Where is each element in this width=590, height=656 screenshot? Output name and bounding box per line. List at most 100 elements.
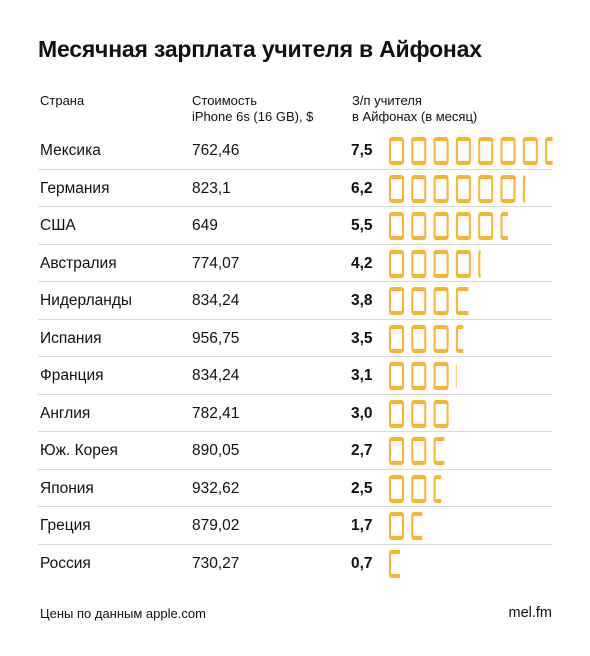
ratio-value: 1,7	[351, 517, 373, 534]
phone-pictogram-svg	[389, 549, 400, 578]
country-label: Греция	[40, 517, 91, 534]
table-row: Нидерланды 834,24 3,8	[38, 282, 552, 320]
phone-pictogram-bar	[388, 549, 558, 579]
phone-icon	[433, 249, 449, 278]
table-row: Англия 782,41 3,0	[38, 395, 552, 432]
ratio-value: 3,5	[351, 329, 373, 347]
table-row: Греция 879,02 1,7	[38, 507, 552, 545]
country-label: Франция	[40, 367, 104, 384]
phone-icon	[433, 399, 449, 428]
phone-icon	[411, 474, 427, 503]
ratio-value: 3,0	[351, 404, 373, 422]
phone-pictogram-bar	[388, 174, 558, 204]
ratio-value: 3,1	[351, 367, 373, 384]
phone-icon	[478, 174, 494, 203]
table-row: США 649 5,5	[38, 207, 552, 245]
cost-value: 834,24	[192, 292, 240, 309]
phone-icon	[500, 137, 516, 165]
data-table: Мексика 762,46 7,5 Германия 823,1 6,2 США 649 5,…	[38, 132, 553, 582]
phone-pictogram-svg	[389, 324, 464, 353]
phone-icon	[478, 212, 494, 240]
phone-pictogram-bar	[388, 399, 558, 429]
phone-icon	[433, 212, 449, 240]
phone-icon	[389, 362, 404, 390]
ratio-value: 6,2	[351, 179, 373, 197]
phone-icon	[433, 474, 442, 503]
ratio-value: 2,5	[351, 479, 373, 497]
table-row: Мексика 762,46 7,5	[38, 132, 553, 170]
phone-icon	[433, 287, 449, 315]
phone-pictogram-svg	[389, 437, 445, 465]
country-label: Юж. Корея	[40, 442, 118, 459]
column-header-ratio-line2: в Айфонах (в месяц)	[352, 109, 478, 124]
phone-pictogram-bar	[388, 286, 558, 316]
phone-icon	[411, 324, 427, 353]
phone-pictogram-svg	[389, 249, 481, 278]
column-header-ratio-line1: З/п учителя	[352, 93, 422, 108]
phone-pictogram-svg	[389, 512, 423, 540]
ratio-value: 4,2	[351, 254, 373, 272]
phone-icon	[411, 249, 427, 278]
ratio-value: 3,8	[351, 292, 373, 309]
phone-icon	[455, 363, 457, 389]
phone-icon	[389, 549, 400, 578]
phone-pictogram-svg	[389, 399, 449, 428]
phone-pictogram-bar	[388, 136, 558, 166]
brand-label: mel.fm	[508, 605, 553, 621]
phone-icon	[500, 174, 516, 203]
phone-pictogram-svg	[389, 287, 469, 315]
table-row: Юж. Корея 890,05 2,7	[38, 432, 552, 470]
phone-icon	[411, 512, 423, 540]
phone-icon	[389, 249, 404, 278]
phone-pictogram-bar	[388, 324, 558, 354]
phone-icon	[455, 324, 464, 353]
phone-icon	[455, 137, 471, 165]
ratio-value: 5,5	[351, 217, 373, 234]
cost-value: 730,27	[192, 554, 240, 572]
phone-pictogram-svg	[389, 174, 526, 203]
phone-pictogram-svg	[389, 362, 457, 390]
ratio-value: 2,7	[351, 442, 373, 459]
column-header-cost-line1: Стоимость	[192, 93, 258, 108]
phone-icon	[389, 437, 404, 465]
phone-icon	[411, 137, 427, 165]
phone-icon	[411, 437, 427, 465]
phone-icon	[522, 174, 526, 203]
country-label: Нидерланды	[40, 292, 133, 309]
phone-icon	[389, 287, 404, 315]
phone-icon	[411, 212, 427, 240]
phone-icon	[522, 137, 538, 165]
cost-value: 932,62	[192, 479, 240, 497]
cost-value: 890,05	[192, 442, 240, 459]
table-row: Испания 956,75 3,5	[38, 320, 552, 357]
country-label: Германия	[40, 179, 110, 197]
phone-icon	[411, 287, 427, 315]
phone-pictogram-svg	[389, 137, 553, 165]
phone-icon	[389, 212, 404, 240]
phone-icon	[433, 174, 449, 203]
phone-icon	[478, 137, 494, 165]
phone-pictogram-bar	[388, 211, 558, 241]
source-note: Цены по данным apple.com	[40, 606, 206, 621]
country-label: Япония	[40, 479, 94, 497]
cost-value: 649	[192, 217, 218, 234]
ratio-value: 0,7	[351, 554, 373, 572]
country-label: Мексика	[40, 142, 101, 159]
country-label: Англия	[40, 404, 91, 422]
phone-icon	[478, 249, 481, 278]
phone-icon	[411, 174, 427, 203]
cost-value: 782,41	[192, 404, 240, 422]
country-label: Россия	[40, 554, 91, 572]
phone-icon	[455, 174, 471, 203]
country-label: США	[40, 217, 76, 234]
table-row: Япония 932,62 2,5	[38, 470, 552, 507]
phone-icon	[389, 399, 404, 428]
cost-value: 762,46	[192, 142, 240, 159]
phone-pictogram-bar	[388, 436, 558, 466]
phone-icon	[433, 137, 449, 165]
table-row: Германия 823,1 6,2	[38, 170, 552, 207]
phone-pictogram-svg	[389, 474, 442, 503]
column-header-ratio: З/п учителя в Айфонах (в месяц)	[352, 93, 477, 125]
phone-icon	[389, 324, 404, 353]
country-label: Испания	[40, 329, 102, 347]
